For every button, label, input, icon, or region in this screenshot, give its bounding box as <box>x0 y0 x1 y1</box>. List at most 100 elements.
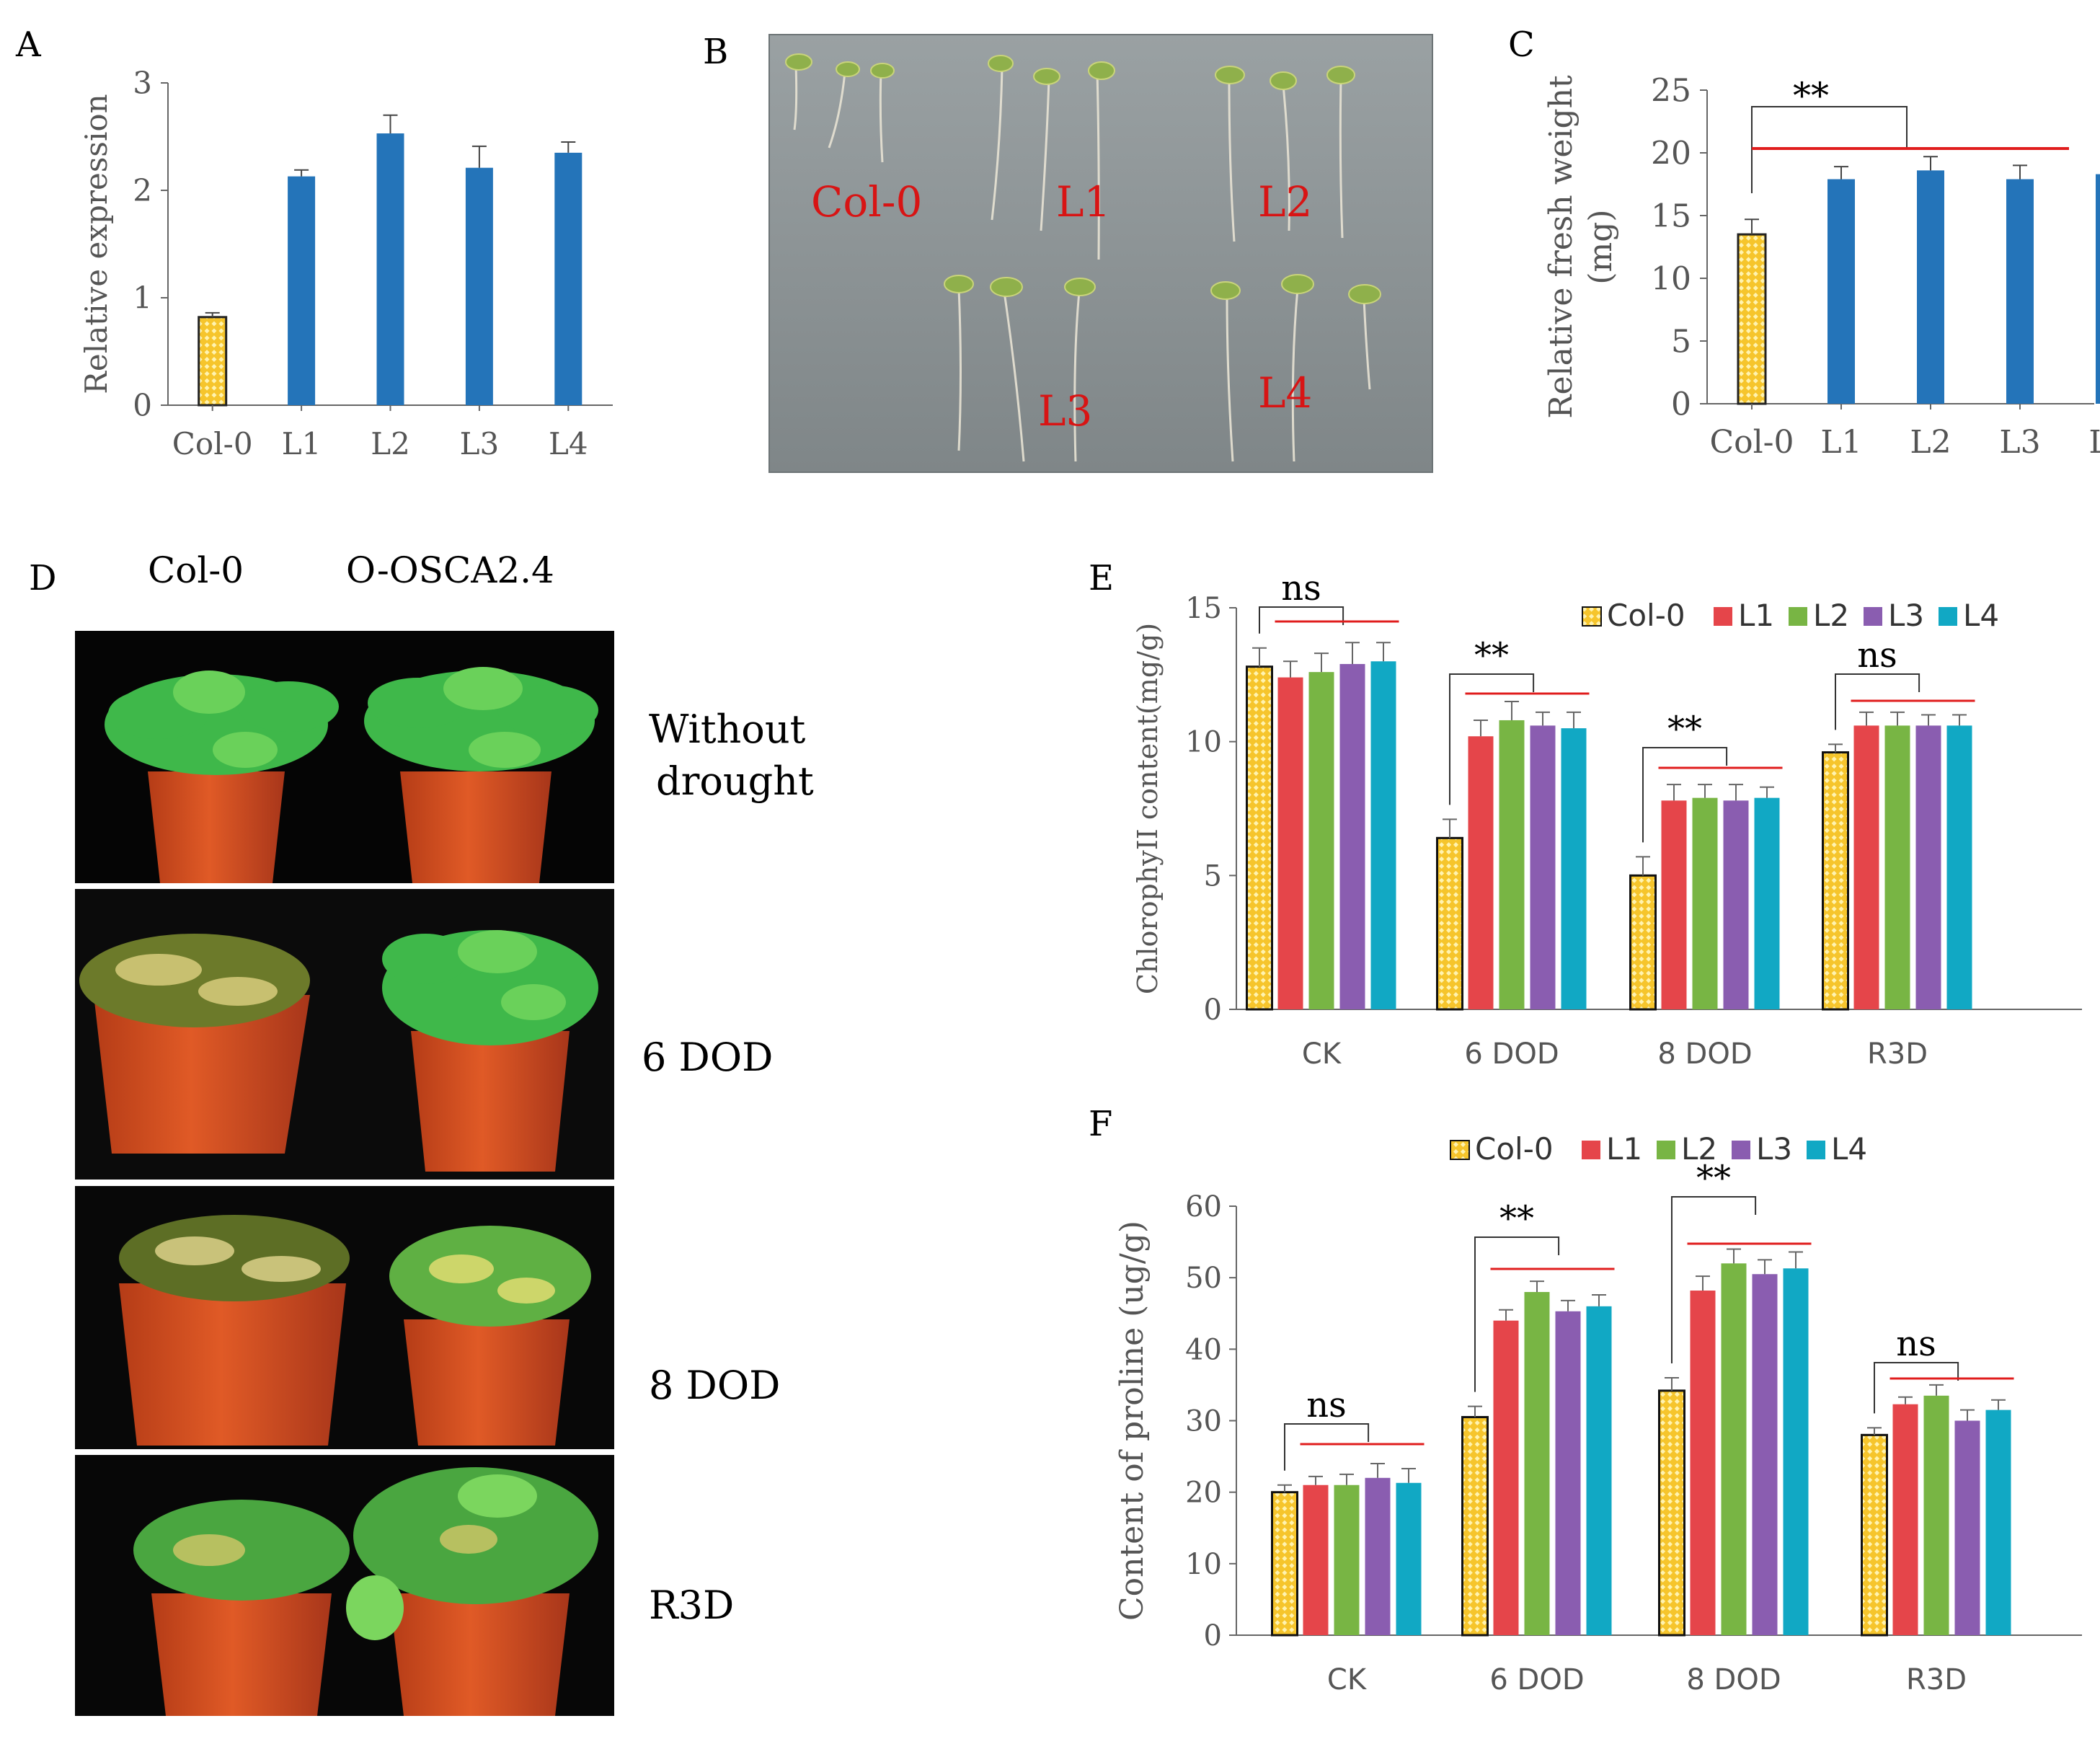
F-bar-l4 <box>1783 1268 1809 1635</box>
F-legend-swatch-l1 <box>1582 1141 1600 1159</box>
F-ytick-label: 40 <box>1185 1333 1222 1366</box>
F-legend-label-l3: L3 <box>1756 1131 1792 1167</box>
C-y-axis-label: Relative fresh weight <box>1543 75 1580 419</box>
F-bar-col-0 <box>1658 1389 1685 1637</box>
A-ytick-label: 0 <box>133 388 152 423</box>
F-bar-l2 <box>1721 1263 1747 1635</box>
E-bar-l4 <box>1754 797 1780 1009</box>
C-xtick-label: L1 <box>1820 424 1861 461</box>
F-sig-label: ** <box>1499 1198 1534 1239</box>
photo-row-label-8dod: 8 DOD <box>649 1363 780 1408</box>
chart-f-proline: 0 10 20 30 40 50 60 CK ns 6 DOD ** 8 DOD ** R3D ns Cont… <box>1114 1131 2082 1696</box>
F-ytick-label: 30 <box>1185 1405 1222 1438</box>
E-legend-swatch-l1 <box>1714 607 1732 626</box>
F-legend-swatch-col-0 <box>1450 1140 1470 1160</box>
E-legend-swatch-l3 <box>1864 607 1882 626</box>
F-bar-l2 <box>1923 1395 1949 1635</box>
E-sig-bracket <box>1642 747 1728 843</box>
panel-letter-f: F <box>1089 1104 1112 1144</box>
chart-e-chlorophyll: 0 5 10 15 CK ns 6 DOD ** 8 DOD ** R3D ns ChlorophyII… <box>1132 568 2082 1071</box>
F-category-label: CK <box>1327 1663 1368 1696</box>
F-bar-l1 <box>1493 1320 1519 1635</box>
C-xtick-label: L4 <box>2088 424 2100 461</box>
F-sig-label: ns <box>1896 1324 1936 1364</box>
E-legend-label-l4: L4 <box>1963 598 1999 633</box>
panel-letter-b: B <box>703 32 728 72</box>
F-bar-l3 <box>1555 1311 1581 1635</box>
F-bar-l4 <box>1396 1482 1422 1635</box>
E-y-axis-label: ChlorophyII content(mg/g) <box>1132 623 1164 994</box>
panel-letter-d: D <box>29 558 56 598</box>
A-xtick-label: L1 <box>282 426 322 461</box>
panel-letter-c: C <box>1508 25 1535 65</box>
E-legend-label-l3: L3 <box>1888 598 1924 633</box>
E-legend-label-l1: L1 <box>1738 598 1774 633</box>
E-bar-l1 <box>1277 677 1303 1009</box>
photo-row-label-without: Without <box>649 707 806 752</box>
C-ytick-label: 10 <box>1651 260 1691 297</box>
C-ytick-label: 5 <box>1671 323 1691 360</box>
E-bar-l1 <box>1661 800 1687 1009</box>
E-category-label: R3D <box>1867 1037 1928 1071</box>
C-bar <box>2006 179 2034 404</box>
photo-col-header-oosca: O-OSCA2.4 <box>346 549 554 591</box>
F-bar-l1 <box>1303 1484 1329 1635</box>
F-bar-l3 <box>1752 1274 1778 1635</box>
chart-a-relative-expression: 0 1 2 3 Col-0 L1 L2 L3 L4 Relative expression <box>79 66 613 461</box>
E-bar-l2 <box>1499 720 1525 1009</box>
E-ytick-label: 10 <box>1185 726 1222 759</box>
F-sig-label: ** <box>1696 1158 1731 1198</box>
A-xtick-label: L2 <box>371 426 410 461</box>
photo-row-label-drought: drought <box>656 758 814 804</box>
A-bar <box>465 167 493 405</box>
E-ytick-label: 5 <box>1204 859 1222 893</box>
F-ytick-label: 10 <box>1185 1548 1222 1581</box>
A-bar <box>198 316 228 407</box>
F-bar-l4 <box>1586 1306 1612 1635</box>
E-bar-l2 <box>1308 672 1334 1009</box>
E-bar-col-0 <box>1822 751 1849 1011</box>
E-sig-label: ns <box>1281 568 1321 609</box>
F-legend-label-l2: L2 <box>1681 1131 1717 1167</box>
F-bar-l1 <box>1690 1291 1716 1635</box>
E-ytick-label: 15 <box>1185 592 1222 625</box>
E-sig-label: ** <box>1667 709 1702 749</box>
photo-6-dod <box>75 889 614 1180</box>
A-bar <box>554 152 582 405</box>
photo-r3d <box>75 1455 614 1716</box>
E-bar-l3 <box>1915 725 1941 1009</box>
A-bar <box>288 176 316 405</box>
F-sig-bracket <box>1671 1196 1757 1363</box>
E-bar-col-0 <box>1436 836 1463 1011</box>
E-bar-l2 <box>1692 797 1718 1009</box>
F-bar-l1 <box>1892 1404 1918 1635</box>
A-y-axis-label: Relative expression <box>79 94 114 394</box>
plant-photo-grid: Col-0 O-OSCA2.4 <box>75 549 814 1716</box>
E-legend-label-l2: L2 <box>1813 598 1849 633</box>
A-xtick-label: L4 <box>549 426 588 461</box>
E-bar-l3 <box>1530 725 1556 1009</box>
photo-label-l2: L2 <box>1258 177 1312 226</box>
E-bar-l1 <box>1468 736 1494 1009</box>
photo-label-l4: L4 <box>1258 368 1312 417</box>
E-bar-col-0 <box>1629 874 1657 1011</box>
chart-c-fresh-weight: 0 5 10 15 20 25 Col-0 L1 L2 L3 L4 Relative fresh we… <box>1543 72 2100 461</box>
F-ytick-label: 0 <box>1204 1619 1222 1652</box>
E-sig-bracket <box>1835 673 1920 730</box>
E-bar-l4 <box>1946 725 1972 1009</box>
E-bar-l3 <box>1339 663 1365 1009</box>
A-ytick-label: 2 <box>133 173 152 208</box>
E-ytick-label: 0 <box>1204 994 1222 1027</box>
photo-row-label-r3d: R3D <box>649 1583 734 1628</box>
C-ytick-label: 25 <box>1651 72 1691 109</box>
F-bar-l2 <box>1524 1292 1550 1635</box>
E-legend-label-col-0: Col-0 <box>1607 598 1685 633</box>
C-xtick-label: L2 <box>1910 424 1951 461</box>
F-bar-col-0 <box>1461 1416 1489 1637</box>
F-bar-l4 <box>1985 1410 2011 1635</box>
photo-label-col0: Col-0 <box>811 177 922 226</box>
E-bar-l4 <box>1370 661 1396 1009</box>
F-sig-label: ns <box>1306 1385 1347 1425</box>
photo-label-l1: L1 <box>1056 177 1110 226</box>
E-sig-bracket <box>1449 673 1535 805</box>
